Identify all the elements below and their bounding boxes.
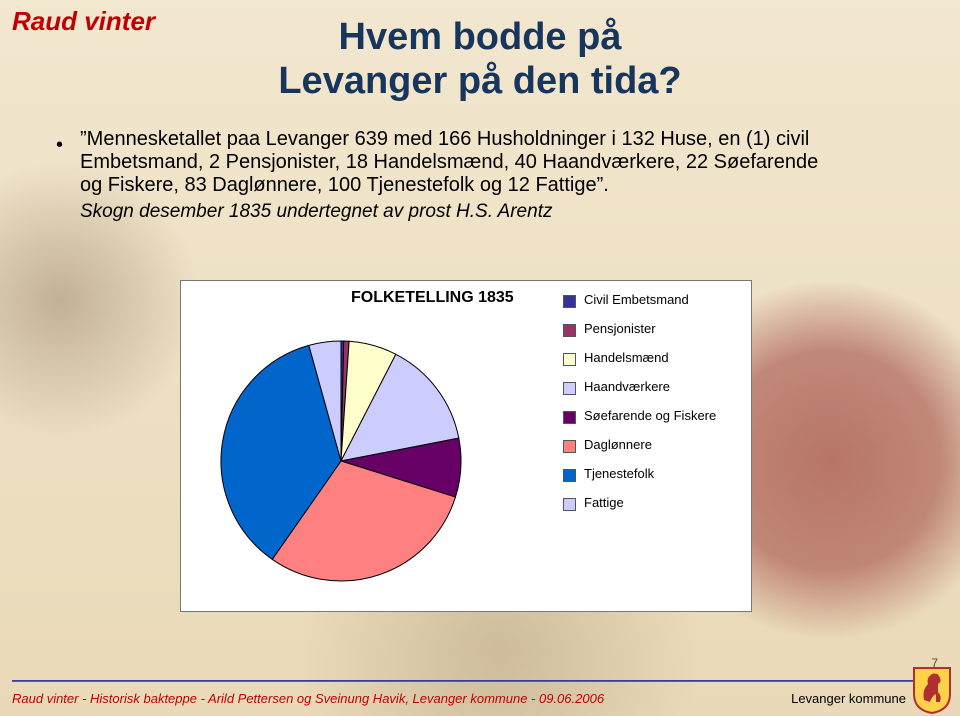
- legend-item: Haandværkere: [563, 380, 733, 395]
- legend-swatch: [563, 440, 576, 453]
- footer-divider: [12, 680, 948, 682]
- legend-swatch: [563, 498, 576, 511]
- title-line-2: Levanger på den tida?: [0, 60, 960, 104]
- legend-item: Fattige: [563, 496, 733, 511]
- crest-icon: [912, 666, 952, 714]
- legend-label: Pensjonister: [584, 322, 733, 337]
- title-line-1: Hvem bodde på: [0, 16, 960, 60]
- legend-label: Daglønnere: [584, 438, 733, 453]
- legend-item: Pensjonister: [563, 322, 733, 337]
- legend-item: Civil Embetsmand: [563, 293, 733, 308]
- legend-item: Tjenestefolk: [563, 467, 733, 482]
- bullet-icon: •: [56, 134, 63, 157]
- pie-chart: [211, 331, 471, 591]
- legend-label: Tjenestefolk: [584, 467, 733, 482]
- folketelling-chart: FOLKETELLING 1835 Civil Embetsmand Pensjo…: [180, 280, 752, 612]
- body-paragraph: • ”Mennesketallet paa Levanger 639 med 1…: [80, 128, 820, 223]
- legend-item: Handelsmænd: [563, 351, 733, 366]
- chart-legend: Civil Embetsmand Pensjonister Handelsmænd H…: [563, 293, 733, 525]
- legend-item: Daglønnere: [563, 438, 733, 453]
- legend-label: Handelsmænd: [584, 351, 733, 366]
- legend-swatch: [563, 411, 576, 424]
- legend-swatch: [563, 382, 576, 395]
- quote-text: ”Mennesketallet paa Levanger 639 med 166…: [80, 128, 818, 196]
- legend-label: Civil Embetsmand: [584, 293, 733, 308]
- footer-left: Raud vinter - Historisk bakteppe - Arild…: [12, 691, 604, 706]
- legend-swatch: [563, 469, 576, 482]
- legend-label: Haandværkere: [584, 380, 733, 395]
- legend-swatch: [563, 295, 576, 308]
- footer-right: Levanger kommune: [791, 691, 906, 706]
- legend-item: Søefarende og Fiskere: [563, 409, 733, 424]
- legend-swatch: [563, 324, 576, 337]
- chart-title: FOLKETELLING 1835: [351, 289, 514, 307]
- source-text: Skogn desember 1835 undertegnet av prost…: [80, 201, 820, 223]
- page-title: Hvem bodde på Levanger på den tida?: [0, 16, 960, 103]
- legend-swatch: [563, 353, 576, 366]
- legend-label: Søefarende og Fiskere: [584, 409, 733, 424]
- legend-label: Fattige: [584, 496, 733, 511]
